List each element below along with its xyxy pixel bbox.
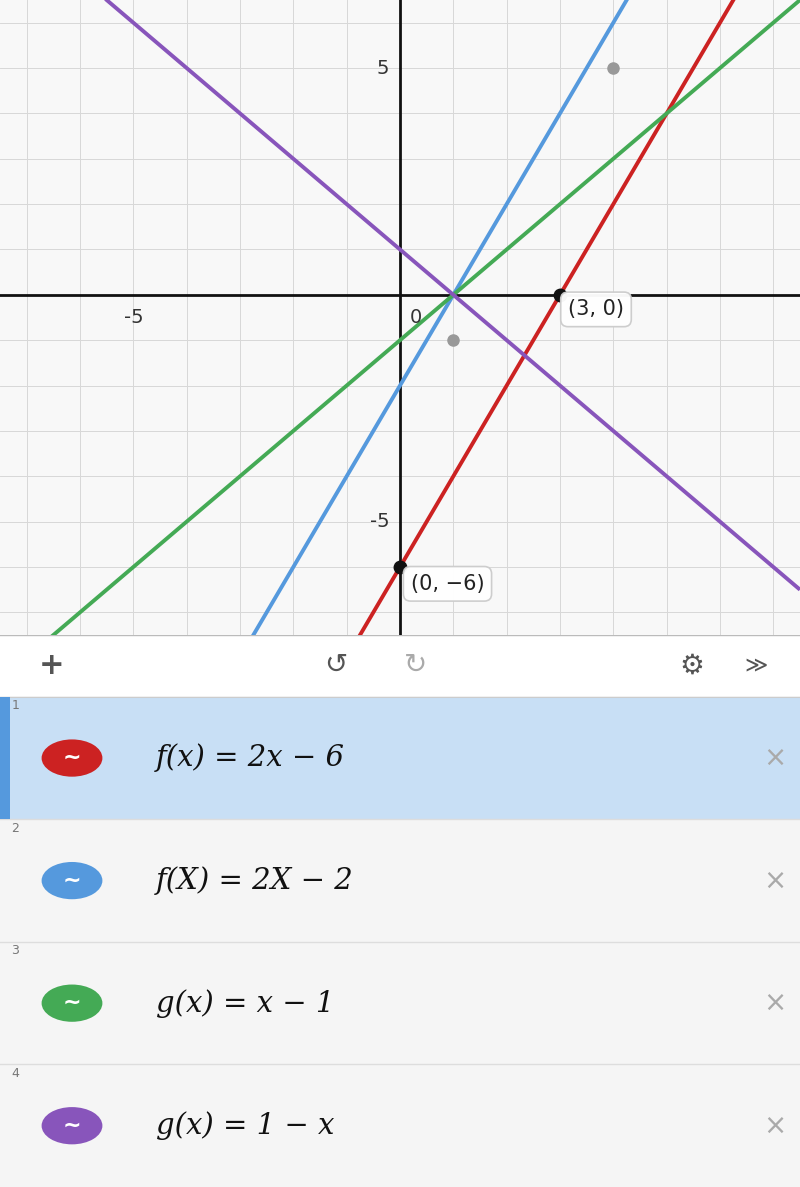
Text: 2: 2 <box>11 821 19 834</box>
Text: f(x) = 2x − 6: f(x) = 2x − 6 <box>156 743 345 773</box>
Text: 1: 1 <box>11 699 19 712</box>
FancyBboxPatch shape <box>0 697 10 819</box>
Text: ≫: ≫ <box>744 656 768 675</box>
Circle shape <box>42 984 102 1022</box>
Text: ×: × <box>762 867 786 895</box>
Text: ×: × <box>762 744 786 772</box>
Text: -5: -5 <box>123 309 143 328</box>
Text: -5: -5 <box>370 512 390 531</box>
Text: ~: ~ <box>62 748 82 768</box>
Text: g(x) = 1 − x: g(x) = 1 − x <box>156 1111 334 1141</box>
FancyBboxPatch shape <box>0 1065 800 1187</box>
FancyBboxPatch shape <box>0 697 800 819</box>
Text: ~: ~ <box>62 994 82 1014</box>
Text: ~: ~ <box>62 870 82 890</box>
Text: (3, 0): (3, 0) <box>568 299 624 319</box>
Text: ×: × <box>762 989 786 1017</box>
Text: f(X) = 2X − 2: f(X) = 2X − 2 <box>156 867 354 895</box>
Text: ↻: ↻ <box>404 650 428 679</box>
Text: ~: ~ <box>62 1116 82 1136</box>
Text: (0, −6): (0, −6) <box>410 573 484 594</box>
Text: 5: 5 <box>377 58 390 77</box>
FancyBboxPatch shape <box>0 819 800 942</box>
Text: ×: × <box>762 1112 786 1140</box>
Text: g(x) = x − 1: g(x) = x − 1 <box>156 989 334 1017</box>
Text: ↺: ↺ <box>324 650 348 679</box>
Text: 3: 3 <box>11 945 19 958</box>
Circle shape <box>42 740 102 776</box>
Circle shape <box>42 1107 102 1144</box>
Text: +: + <box>39 652 65 680</box>
Text: 0: 0 <box>410 309 422 328</box>
Circle shape <box>42 862 102 900</box>
FancyBboxPatch shape <box>0 942 800 1065</box>
Text: ⚙: ⚙ <box>679 652 705 680</box>
Text: 4: 4 <box>11 1067 19 1080</box>
